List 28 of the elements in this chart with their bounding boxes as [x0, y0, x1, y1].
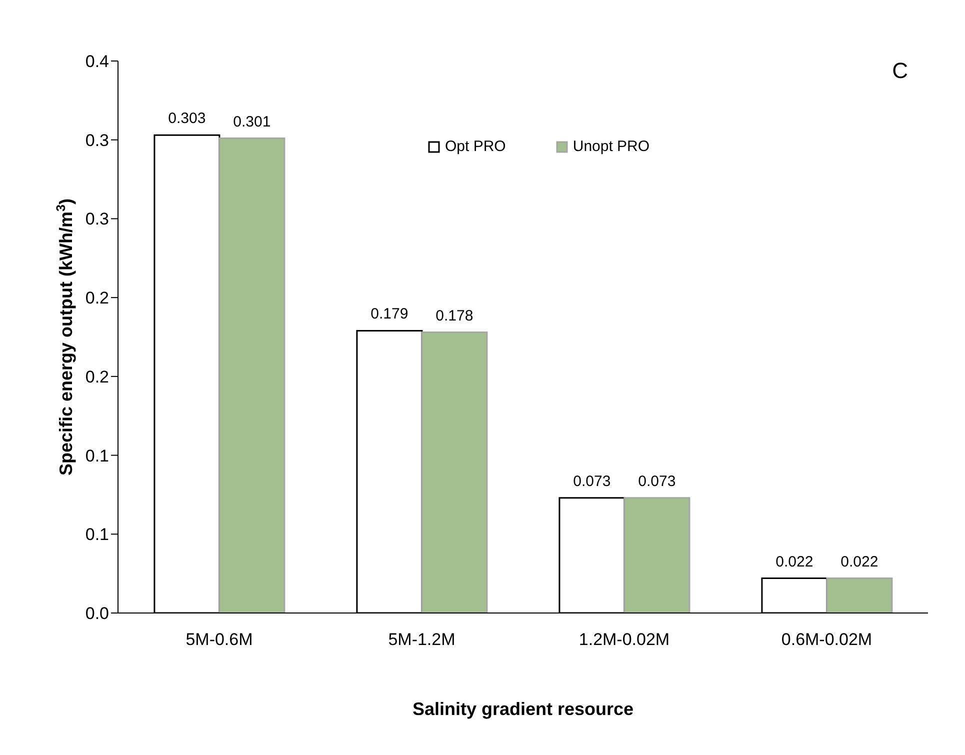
y-tick-label: 0.1	[85, 446, 109, 466]
data-label: 0.179	[370, 306, 408, 323]
bar	[218, 138, 286, 613]
legend-label: Unopt PRO	[572, 138, 650, 155]
data-label: 0.073	[573, 472, 611, 490]
bar	[624, 497, 690, 613]
x-axis-title: Salinity gradient resource	[412, 699, 634, 719]
x-tick-label: 5M-1.2M	[388, 630, 456, 650]
y-tick-label: 0.2	[85, 367, 109, 386]
y-tick-label: 0.0	[85, 604, 109, 624]
legend-label: Opt PRO	[444, 138, 506, 155]
data-label: 0.178	[436, 307, 474, 324]
x-tick-label: 1.2M-0.02M	[578, 630, 670, 650]
data-label: 0.073	[638, 472, 676, 490]
data-label: 0.022	[776, 553, 814, 570]
x-tick-label: 5M-0.6M	[186, 630, 253, 650]
data-label: 0.301	[233, 113, 271, 130]
bar	[421, 332, 488, 613]
y-tick-label: 0.4	[85, 52, 109, 72]
y-tick-label: 0.3	[85, 130, 109, 150]
bar	[826, 578, 893, 613]
data-label: 0.022	[840, 553, 878, 570]
x-tick-label: 0.6M-0.02M	[781, 630, 872, 650]
y-tick-label: 0.2	[85, 288, 109, 308]
y-tick-label: 0.3	[85, 210, 109, 229]
data-label: 0.303	[168, 110, 206, 128]
annotation: C	[892, 58, 908, 84]
y-tick-label: 0.1	[85, 525, 109, 544]
